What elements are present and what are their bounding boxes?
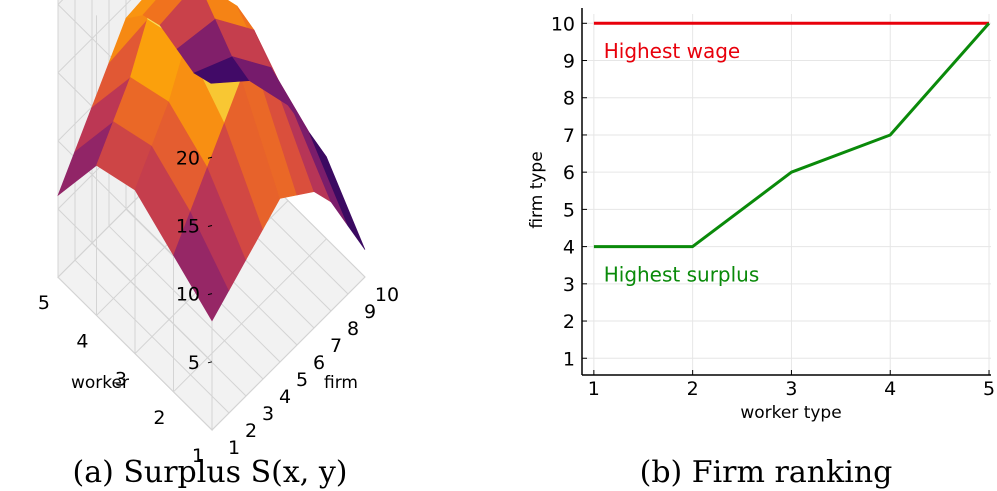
worker-tick-label: 4: [76, 330, 88, 352]
y-tick-label: 8: [563, 88, 575, 110]
annotation-highest-surplus: Highest surplus: [604, 263, 760, 287]
y-tick-label: 7: [563, 125, 575, 147]
worker-tick-label: 1: [192, 445, 204, 467]
y-tick-label: 9: [563, 51, 575, 73]
firm-tick-label: 2: [245, 420, 257, 442]
firm-tick-label: 4: [279, 386, 291, 408]
y-axis-label: firm type: [527, 151, 547, 228]
line-plot-series: [593, 21, 991, 249]
line-plot-gridlines: [582, 14, 991, 375]
firm-tick-label: 7: [330, 335, 342, 357]
worker-tick-label: 5: [38, 292, 50, 314]
surface-patch: [309, 132, 366, 250]
y-tick-label: 6: [563, 162, 575, 184]
x-tick-label: 1: [588, 378, 600, 400]
caption-a: (a) Surplus S(x, y): [73, 455, 348, 490]
z-tick-label: 15: [176, 215, 200, 237]
firm-tick-label: 5: [296, 369, 308, 391]
x-tick-label: 2: [687, 378, 699, 400]
highest-surplus-line: [593, 22, 991, 249]
z-tick-label: 5: [188, 352, 200, 374]
line-plot-axes: [581, 8, 991, 376]
y-tick-label: 3: [563, 274, 575, 296]
annotation-highest-wage: Highest wage: [604, 39, 741, 63]
firm-tick-label: 8: [347, 318, 359, 340]
firm-tick-label: 10: [375, 284, 399, 306]
x-axis-label: worker type: [740, 403, 841, 423]
z-tick-mark: [207, 224, 213, 227]
worker-tick-label: 3: [115, 369, 127, 391]
x-tick-label: 4: [884, 378, 896, 400]
y-tick-label: 4: [563, 237, 575, 259]
worker-axis-label: worker: [71, 373, 129, 393]
surface-mesh: [57, 0, 366, 322]
x-tick-label: 3: [785, 378, 797, 400]
z-tick-mark: [207, 361, 213, 364]
firm-tick-label: 6: [313, 352, 325, 374]
caption-b: (b) Firm ranking: [640, 455, 893, 490]
firm-tick-label: 3: [262, 403, 274, 425]
firm-tick-label: 1: [228, 437, 240, 459]
worker-gridline: [173, 238, 327, 393]
y-tick-label: 10: [551, 13, 575, 35]
y-tick-label: 2: [563, 311, 575, 333]
z-tick-label: 20: [176, 147, 200, 169]
y-tick-label: 1: [563, 348, 575, 370]
z-tick-label: 10: [176, 284, 200, 306]
firm-axis-label: firm: [324, 373, 358, 393]
z-gridline: [57, 0, 132, 74]
worker-tick-label: 2: [153, 407, 165, 429]
line-plot-panel: 1 2 3 4 5 1 2 3 4 5 6 7 8 9 10 Highest wage Highest su…: [527, 8, 995, 490]
firm-tick-label: 9: [364, 301, 376, 323]
z-tick-mark: [207, 156, 213, 159]
x-tick-label: 5: [983, 378, 995, 400]
worker-gridline: [211, 276, 366, 431]
line-plot-ticks: 1 2 3 4 5 1 2 3 4 5 6 7 8 9 10: [551, 13, 995, 400]
z-tick-mark: [207, 293, 213, 296]
y-tick-label: 5: [563, 199, 575, 221]
